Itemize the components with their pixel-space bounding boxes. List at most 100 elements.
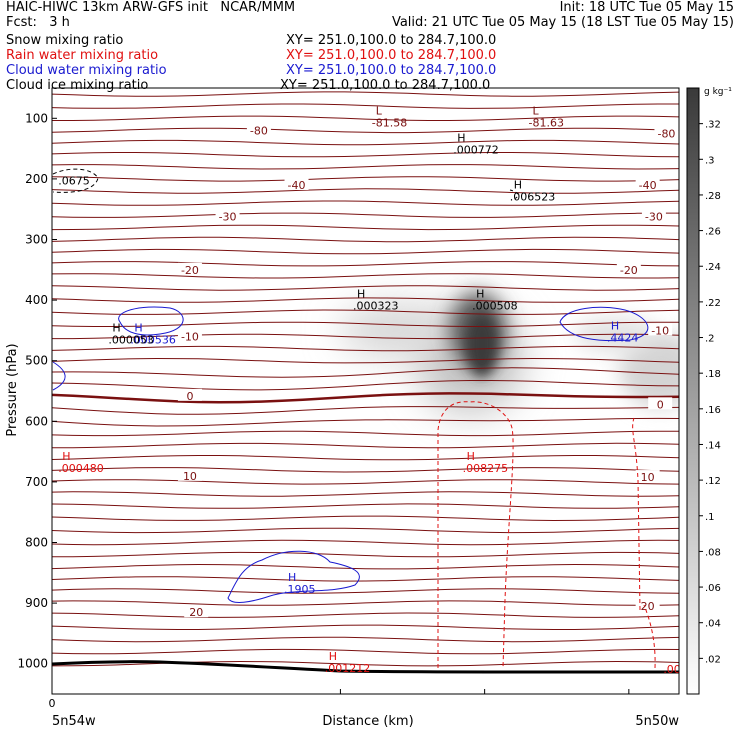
y-tick-label: 800 (25, 536, 48, 550)
y-tick-label: 600 (25, 414, 48, 428)
extremum-value: .000323 (353, 299, 399, 312)
rain-contour-center (437, 401, 514, 669)
temperature-contour-label: -30 (219, 210, 237, 223)
contour-label-bg (648, 397, 673, 410)
temperature-contour (52, 297, 679, 303)
temperature-contour (52, 224, 679, 231)
temperature-contour (52, 479, 679, 485)
contour-label-bg (635, 177, 660, 190)
extremum-value: .000480 (58, 462, 104, 475)
y-tick-label: 100 (25, 111, 48, 125)
colorbar-tick-label: .06 (705, 583, 721, 594)
temperature-contour (52, 539, 679, 546)
header-line2-right: Valid: 21 UTC Tue 05 May 15 (18 LST Tue … (391, 15, 734, 30)
temperature-contour (52, 115, 679, 121)
temperature-contour (52, 503, 679, 509)
snow-contour-upper-left (52, 168, 99, 193)
temperature-contour-label: -80 (250, 124, 268, 137)
field-label-snow: Snow mixing ratio (6, 33, 124, 48)
extremum-marker: L (376, 104, 383, 117)
temperature-contour-label: -40 (639, 179, 657, 192)
extremum-value: -81.63 (529, 116, 564, 129)
temperature-contour (52, 333, 679, 340)
field-xy-cloud-water: XY= 251.0,100.0 to 284.7,100.0 (286, 63, 497, 78)
colorbar-tick-label: .3 (705, 155, 715, 166)
temperature-contour (52, 164, 679, 170)
plot-frame (51, 87, 680, 695)
field-label-cloud-water: Cloud water mixing ratio (6, 63, 167, 78)
temperature-contour (52, 261, 679, 267)
contour-label-bg (635, 470, 660, 483)
contour-label-bg (177, 388, 202, 401)
contour-label-bg (177, 468, 202, 481)
temperature-contour (52, 176, 679, 182)
header-line1-right: Init: 18 UTC Tue 05 May 15 (559, 0, 734, 15)
y-tick-label: 300 (25, 233, 48, 247)
temperature-contour-label: 10 (183, 470, 197, 483)
temperature-contour (52, 515, 679, 522)
temperature-contour (52, 624, 679, 630)
extremum-marker: L (533, 104, 540, 117)
colorbar-ramp (686, 87, 700, 695)
rain-contour-right (632, 417, 641, 611)
extremum-value: .000508 (472, 299, 517, 312)
y-tick-label: 700 (25, 475, 48, 489)
temperature-contour (52, 236, 679, 243)
colorbar-tick-label: .24 (705, 262, 721, 273)
extremum-marker: H (134, 321, 142, 334)
temperature-contour (52, 491, 679, 497)
temperature-contour (52, 430, 679, 437)
field-label-cloud-ice: Cloud ice mixing ratio (6, 78, 149, 93)
colorbar-tick-label: .1 (705, 512, 715, 523)
temperature-contour (52, 588, 679, 594)
temperature-contour-label: 10 (641, 471, 655, 484)
extremum-value: .0675 (58, 175, 90, 188)
temperature-contour (52, 648, 679, 655)
temperature-contour (52, 660, 679, 667)
temperature-contour (52, 345, 679, 352)
temperature-contour (52, 442, 679, 449)
temperature-contour (52, 367, 679, 378)
temperature-contour-label: -40 (288, 179, 306, 192)
cloud-water-contour-edge (52, 361, 66, 391)
extremum-value: .000772 (453, 144, 499, 157)
temperature-contour (52, 91, 679, 97)
extremum-value: .008275 (463, 462, 509, 475)
x-end-label-left: 5n54w (52, 714, 96, 729)
x-axis-label: Distance (km) (322, 714, 413, 729)
temperature-contour (52, 212, 679, 218)
temperature-contour (52, 248, 679, 255)
temperature-contour (52, 636, 679, 643)
extremum-value: .000053 (108, 333, 153, 346)
y-tick-label: 500 (25, 354, 48, 368)
contour-label-bg (215, 209, 240, 222)
colorbar-tick-label: .28 (705, 191, 721, 202)
contour-label-bg (177, 329, 202, 342)
extremum-marker: H (514, 178, 522, 191)
y-tick-label: 900 (25, 596, 48, 610)
colorbar-tick-label: .12 (705, 476, 721, 487)
colorbar-tick-label: .2 (705, 334, 715, 345)
extremum-value: -81.58 (372, 116, 407, 129)
cloud-water-contour-left (118, 306, 184, 336)
extremum-marker: H (112, 321, 120, 334)
temperature-contour (52, 357, 679, 364)
contour-label-bg (641, 209, 666, 222)
contour-label-bg (177, 262, 202, 275)
extremum-marker: H (62, 450, 70, 463)
field-label-rain: Rain water mixing ratio (6, 48, 159, 63)
y-tick-label: 400 (25, 293, 48, 307)
colorbar-tick-label: .26 (705, 227, 721, 238)
temperature-contour (52, 467, 679, 473)
extremum-value: .000536 (130, 333, 176, 346)
temperature-contour-label: 0 (186, 390, 193, 403)
temperature-contour (52, 455, 679, 461)
temperature-contours: -80 -80 -40 -40 -30 -30 -20 -20 -10 -10 0 0 10 10 20 20 (52, 91, 679, 667)
extremum-value: .001212 (325, 662, 371, 675)
cloud-water-contour-right (559, 306, 649, 342)
field-xy-rain: XY= 251.0,100.0 to 284.7,100.0 (286, 48, 497, 63)
extremum-value: .006523 (510, 190, 555, 203)
colorbar-tick-label: .14 (705, 440, 721, 451)
extremum-marker: H (476, 287, 484, 300)
colorbar-tick-label: .22 (705, 298, 721, 309)
